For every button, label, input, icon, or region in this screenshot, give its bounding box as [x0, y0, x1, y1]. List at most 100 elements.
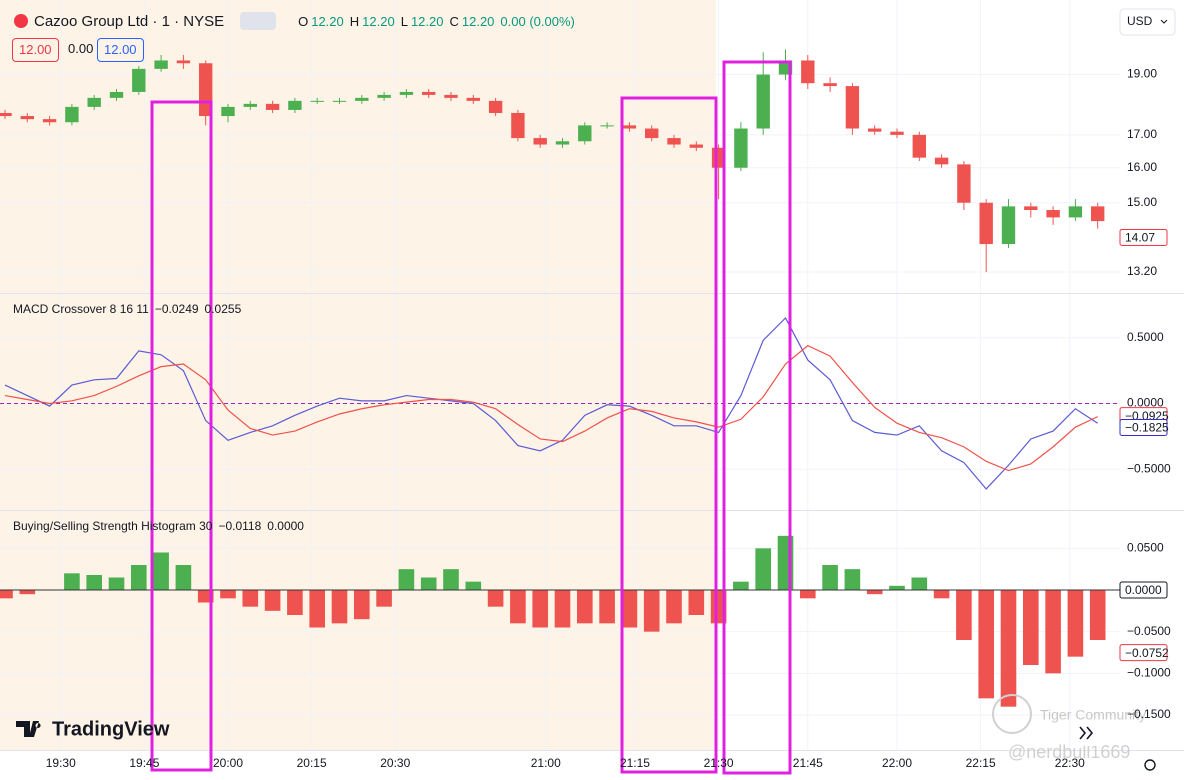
x-tick-label: 19:45: [129, 756, 159, 770]
candle-body: [667, 138, 681, 145]
candle-body: [399, 91, 414, 95]
histogram-bar: [487, 590, 504, 607]
ohlc-value: 12.20: [311, 13, 344, 29]
symbol: Cazoo Group Ltd · 1 · NYSE: [34, 12, 225, 30]
ohlc-key: H: [349, 13, 360, 29]
candle-body: [845, 86, 860, 129]
x-tick-label: 20:15: [297, 756, 327, 770]
histogram-bar: [755, 548, 772, 590]
candle-body: [957, 164, 971, 203]
bid-box[interactable]: 12.00: [12, 38, 59, 62]
candle-body: [422, 91, 436, 95]
watermark: @nerdbull1669: [1008, 742, 1130, 762]
candle-body: [20, 116, 34, 120]
candle-body: [868, 128, 882, 132]
histogram-bar: [420, 577, 437, 590]
price-badge-label: 0.0000: [1125, 583, 1162, 597]
histogram-bar: [220, 590, 236, 599]
candle-body: [154, 60, 168, 69]
x-tick-label: 22:00: [882, 756, 912, 770]
histogram-bar: [621, 590, 638, 628]
y-tick-label: 13.20: [1127, 264, 1157, 278]
histogram-bar: [599, 590, 615, 624]
candle-body: [1091, 206, 1105, 222]
y-tick-label: 0.5000: [1127, 330, 1164, 344]
settings-icon[interactable]: [1144, 759, 1156, 771]
x-tick-label: 22:15: [966, 756, 996, 770]
histogram-bar: [1022, 590, 1039, 665]
candle-body: [265, 103, 280, 110]
ask-box[interactable]: 12.00: [97, 38, 144, 62]
histogram-bar: [666, 590, 682, 624]
indicator-title: MACD Crossover 8 16 11: [13, 302, 149, 316]
ohlc-value: 12.20: [461, 13, 495, 29]
candle-body: [243, 103, 257, 107]
histogram-bar: [799, 590, 816, 599]
price-badge-label: 14.07: [1125, 231, 1155, 245]
histogram-bar: [866, 590, 883, 595]
x-tick-label: 21:00: [531, 756, 561, 770]
spread: 0.00: [68, 41, 94, 56]
ohlc-value: 12.20: [410, 13, 444, 29]
currency-button[interactable]: [1119, 8, 1176, 36]
logo-text: TradingView: [52, 718, 170, 740]
candle-body: [65, 106, 79, 123]
candle-body: [890, 131, 904, 135]
price-badge-label: −0.1825: [1125, 421, 1169, 435]
x-tick-label: 22:30: [1055, 756, 1085, 770]
ohlc-key: C: [449, 13, 459, 29]
highlight-box: [150, 100, 213, 772]
ohlc-value: 12.20: [362, 13, 395, 29]
y-tick-label: −0.5000: [1127, 461, 1171, 475]
marks: [0, 49, 1120, 707]
macd-line: [4, 316, 1099, 490]
candle-body: [578, 125, 592, 142]
candle-body: [1068, 206, 1083, 218]
candle-body: [823, 83, 837, 87]
y-tick-label: 16.00: [1127, 160, 1157, 174]
histogram-bar: [309, 590, 326, 628]
candle-body: [176, 60, 191, 64]
candle-body: [355, 97, 369, 101]
histogram-bar: [331, 590, 348, 624]
price-badge-label: −0.0752: [1125, 646, 1169, 660]
histogram-bar: [0, 590, 13, 599]
symbol-logo: [14, 14, 28, 28]
price-badge: [1119, 581, 1168, 599]
price-badge: [1119, 228, 1168, 246]
y-tick-label: 0.0000: [1127, 396, 1164, 410]
candle-body: [221, 106, 235, 117]
histogram-bar: [175, 565, 192, 590]
price-badge: [1119, 418, 1168, 436]
histogram-bar: [376, 590, 392, 607]
candle-body: [332, 100, 347, 102]
x-tick-label: 20:30: [380, 756, 410, 770]
histogram-bar: [242, 590, 259, 607]
indicator-value: −0.0249: [155, 302, 199, 316]
ohlc-key: O: [298, 13, 309, 29]
candle-body: [87, 97, 101, 107]
histogram-bar: [1089, 590, 1106, 640]
histogram-bar: [1045, 590, 1061, 674]
histogram-bar: [86, 575, 103, 590]
histogram-bar: [108, 577, 125, 590]
candle-body: [310, 100, 324, 102]
watermark-icon: [992, 694, 1032, 734]
histogram-bar: [933, 590, 950, 599]
candle-body: [377, 94, 391, 98]
candle-body: [511, 112, 525, 139]
histogram-bar: [532, 590, 549, 628]
candle-body: [912, 134, 926, 158]
histogram-bar: [643, 590, 660, 632]
indicator-value: 0.0000: [267, 519, 304, 533]
macd-line: [4, 344, 1098, 472]
legend-header: Cazoo Group Ltd · 1 · NYSE O 12.20 H 12.20…: [14, 10, 581, 32]
toggle-button[interactable]: [240, 12, 277, 30]
histogram-bar: [844, 569, 861, 590]
candle-body: [979, 202, 993, 245]
histogram-bar: [956, 590, 972, 640]
scroll-button[interactable]: [1073, 720, 1101, 746]
candle-body: [533, 138, 547, 145]
